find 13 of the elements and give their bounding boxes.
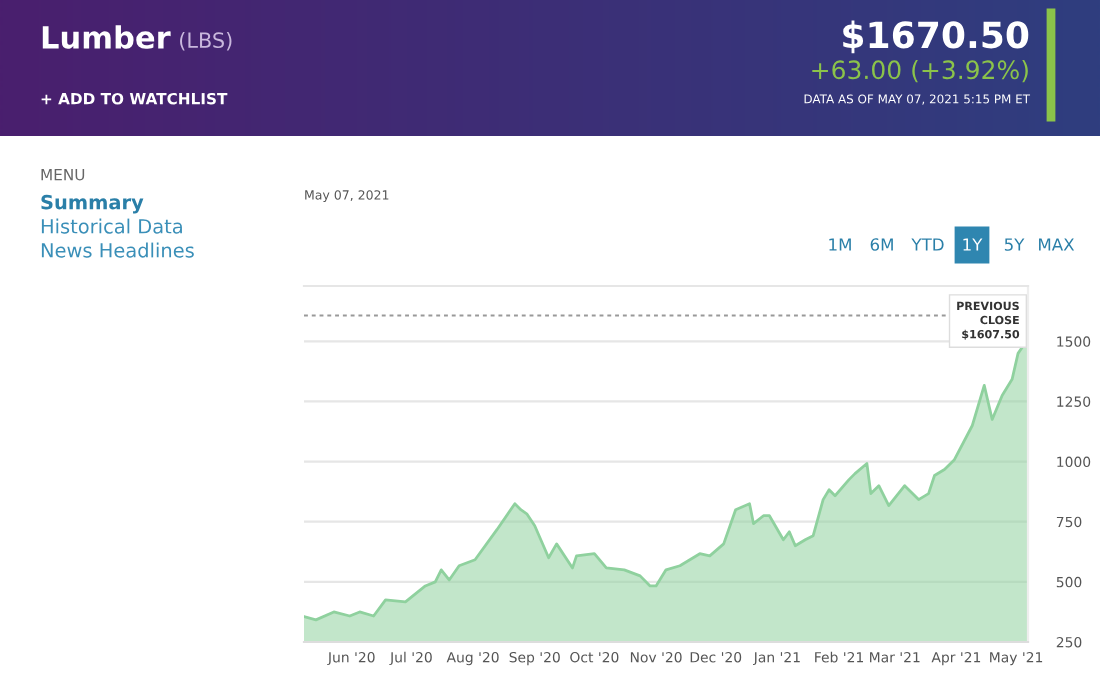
- text: Historical Data: [41, 218, 182, 234]
- text: 5Y: [1004, 238, 1025, 251]
- text: $1670.50: [843, 20, 1029, 54]
- chart-subtitle: (LBS): [180, 31, 232, 51]
- chart-title: Lumber: [42, 25, 171, 49]
- text: 6M: [870, 238, 893, 251]
- text: YTD: [911, 238, 944, 251]
- text: MAX: [1039, 238, 1075, 251]
- text: 1Y: [963, 238, 983, 251]
- text: News Headlines: [41, 242, 194, 258]
- text: Summary: [41, 194, 144, 214]
- text: 1M: [829, 238, 851, 251]
- text: +63.00 (+3.92%): [812, 59, 1028, 83]
